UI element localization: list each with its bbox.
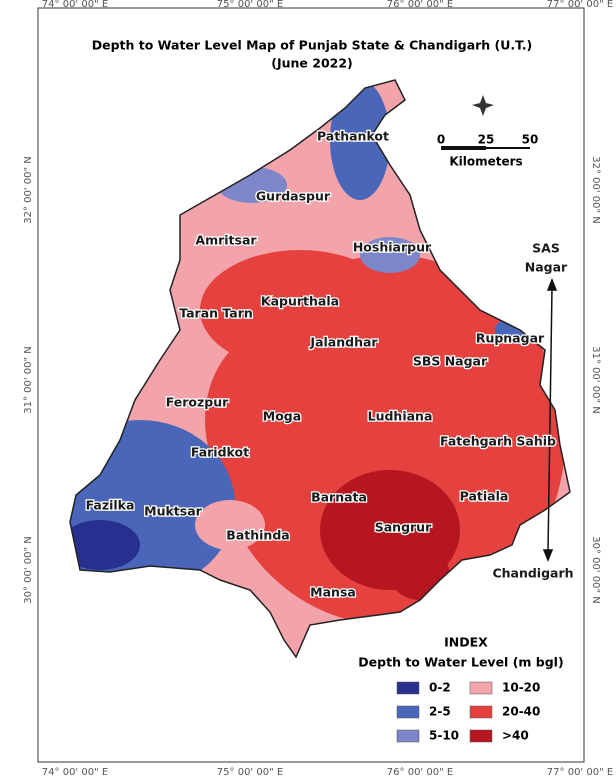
legend-label: 2-5 bbox=[429, 705, 451, 719]
legend-swatch bbox=[469, 729, 493, 743]
legend-label: 20-40 bbox=[502, 705, 540, 719]
district-label: Sangrur bbox=[375, 520, 432, 535]
district-label: Ferozpur bbox=[166, 395, 229, 410]
district-label: Faridkot bbox=[191, 445, 249, 460]
district-label: Moga bbox=[263, 409, 301, 424]
top-coord-label: 76° 00' 00" E bbox=[387, 0, 453, 10]
district-label: Bathinda bbox=[226, 528, 289, 543]
map-subtitle: (June 2022) bbox=[271, 56, 353, 71]
legend-label: 10-20 bbox=[502, 681, 540, 695]
scale-tick-label: 0 bbox=[437, 133, 445, 147]
legend-swatch bbox=[396, 705, 420, 719]
right-coord-label: 31° 00' 00" N bbox=[590, 346, 601, 414]
legend-subtitle: Depth to Water Level (m bgl) bbox=[358, 655, 563, 670]
district-label: Amritsar bbox=[195, 233, 257, 248]
legend-swatch bbox=[396, 681, 420, 695]
callout-arrow bbox=[542, 277, 558, 563]
right-coord-label: 32° 00' 00" N bbox=[590, 156, 601, 224]
zone-2-5 bbox=[330, 80, 390, 200]
bottom-coord-label: 76° 00' 00" E bbox=[387, 767, 453, 778]
callout-label: Chandigarh bbox=[492, 566, 573, 581]
district-label: Mansa bbox=[310, 585, 356, 600]
callout-label: SAS bbox=[532, 241, 560, 256]
scale-unit: Kilometers bbox=[449, 155, 522, 169]
legend-swatches: 0-2 2-5 5-10 10-20 20-40 >40 bbox=[396, 681, 540, 743]
legend-label: >40 bbox=[502, 729, 529, 743]
zone-20-40 bbox=[205, 330, 345, 510]
scale-tick-label: 50 bbox=[522, 133, 539, 147]
left-coord-label: 32° 00' 00" N bbox=[23, 156, 34, 224]
right-coord-label: 30° 00' 00" N bbox=[590, 536, 601, 604]
map-title: Depth to Water Level Map of Punjab State… bbox=[92, 38, 533, 53]
district-label: Taran Tarn bbox=[179, 306, 253, 321]
legend-title: INDEX bbox=[444, 635, 488, 650]
district-label: Kapurthala bbox=[261, 294, 339, 309]
district-label: Jalandhar bbox=[309, 335, 378, 350]
legend-swatch bbox=[469, 705, 493, 719]
district-label: Patiala bbox=[460, 489, 509, 504]
district-label: SBS Nagar bbox=[413, 354, 488, 369]
district-label: Ludhiana bbox=[368, 409, 433, 424]
top-coord-label: 77° 00' 00" E bbox=[547, 0, 613, 10]
district-label: Gurdaspur bbox=[256, 189, 331, 204]
district-label: Muktsar bbox=[144, 504, 203, 519]
compass bbox=[472, 95, 494, 116]
district-label: Fatehgarh Sahib bbox=[440, 434, 556, 449]
top-coord-label: 75° 00' 00" E bbox=[217, 0, 283, 10]
district-label: Fazilka bbox=[86, 498, 135, 513]
left-coord-label: 30° 00' 00" N bbox=[23, 536, 34, 604]
legend-label: 0-2 bbox=[429, 681, 451, 695]
district-label: Pathankot bbox=[317, 129, 389, 144]
district-label: Rupnagar bbox=[476, 331, 545, 346]
top-coord-label: 74° 00' 00" E bbox=[42, 0, 108, 10]
zone-0-2 bbox=[70, 520, 140, 570]
zone-5-10 bbox=[360, 237, 420, 273]
bottom-coord-label: 75° 00' 00" E bbox=[217, 767, 283, 778]
scale-tick-label: 25 bbox=[478, 133, 495, 147]
zone-10-20 bbox=[195, 500, 265, 550]
legend-swatch bbox=[396, 729, 420, 743]
bottom-coord-label: 77° 00' 00" E bbox=[547, 767, 613, 778]
legend-label: 5-10 bbox=[429, 729, 459, 743]
district-label: Hoshiarpur bbox=[353, 240, 432, 255]
legend-swatch bbox=[469, 681, 493, 695]
district-label: Barnata bbox=[311, 490, 367, 505]
left-coord-label: 31° 00' 00" N bbox=[23, 346, 34, 414]
bottom-coord-label: 74° 00' 00" E bbox=[42, 767, 108, 778]
callout-label: Nagar bbox=[525, 260, 568, 275]
